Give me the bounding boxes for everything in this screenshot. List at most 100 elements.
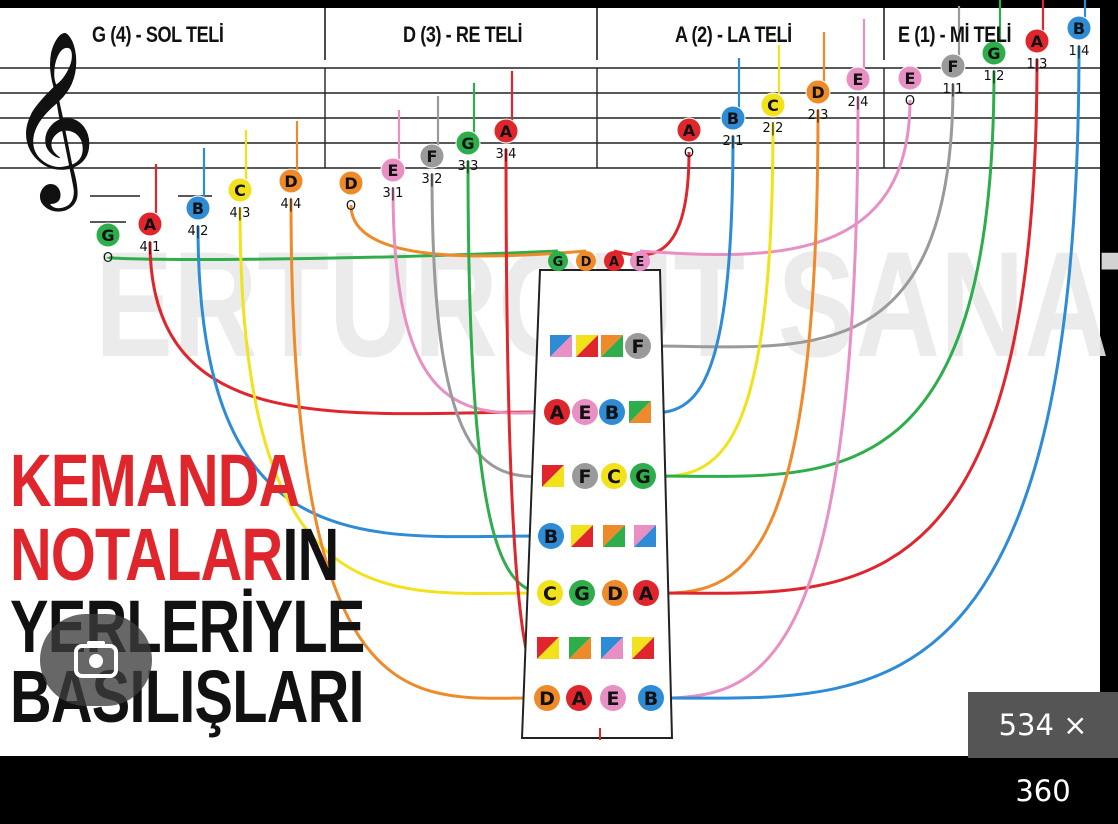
connection-line-e4 — [664, 45, 1081, 700]
fingerboard-note — [537, 580, 563, 606]
connection-line-g2 — [196, 225, 538, 539]
fingerboard-note — [601, 463, 627, 489]
finger-label: 1|1 — [943, 82, 964, 97]
finger-label: 3|4 — [496, 147, 517, 162]
connection-line-e2 — [656, 70, 996, 478]
fingerboard-note — [572, 399, 598, 425]
note-d1 — [380, 157, 406, 183]
fingerboard-note — [633, 580, 659, 606]
finger-label: O — [103, 251, 113, 266]
note-letter: A — [144, 215, 157, 234]
finger-label: O — [684, 146, 694, 161]
note-letter: B — [192, 199, 204, 218]
fingerboard-note — [625, 333, 651, 359]
note-e0 — [897, 65, 923, 91]
note-g0 — [95, 222, 121, 248]
fingerboard-note-letter: B — [605, 402, 619, 424]
fingerboard-note-letter: G — [635, 466, 651, 488]
fingerboard-mixed-square — [601, 335, 623, 357]
title-line-1: KEMANDA — [10, 439, 300, 522]
finger-label: 3|1 — [383, 186, 404, 201]
note-d2 — [419, 143, 445, 169]
note-letter: A — [500, 122, 513, 141]
fingerboard-note-letter: A — [550, 402, 565, 424]
fingerboard-note — [566, 685, 592, 711]
finger-label: 4|3 — [230, 206, 251, 221]
treble-clef-icon: 𝄞 — [8, 30, 97, 204]
connection-line-d0 — [349, 204, 587, 258]
fingerboard-note — [538, 523, 564, 549]
fingerboard-mixed-square — [550, 335, 572, 357]
finger-label: 4|1 — [140, 240, 161, 255]
finger-label: 4|4 — [281, 197, 302, 212]
note-a3 — [805, 79, 831, 105]
fingerboard-mixed-square — [537, 637, 559, 659]
fingerboard-note — [548, 251, 568, 271]
note-letter: E — [853, 70, 864, 89]
note-d3 — [455, 130, 481, 156]
finger-label: 3|2 — [422, 172, 443, 187]
note-letter: D — [344, 174, 357, 193]
note-letter: G — [987, 44, 1000, 63]
connection-line-e3 — [659, 58, 1039, 595]
fingerboard-mixed-square — [629, 401, 651, 423]
connection-line-a0 — [613, 151, 691, 257]
fingerboard-note-letter: D — [607, 583, 623, 605]
note-letter: E — [388, 161, 399, 180]
fingerboard — [520, 269, 674, 740]
finger-label: O — [346, 199, 356, 214]
connection-line-g4 — [289, 198, 534, 700]
note-e3 — [1024, 28, 1050, 54]
note-letter: A — [1031, 32, 1044, 51]
fingerboard-note — [569, 580, 595, 606]
fingerboard-note — [602, 580, 628, 606]
note-letter: E — [905, 69, 916, 88]
fingerboard-note-letter: E — [607, 688, 620, 710]
header-a-string: A (2) - LA TELİ — [675, 22, 792, 47]
finger-label: 3|3 — [458, 159, 479, 174]
note-letter: B — [1073, 19, 1085, 38]
note-letter: G — [101, 226, 114, 245]
fingerboard-note-letter: F — [579, 466, 592, 488]
staff — [0, 8, 1100, 223]
connection-line-g3 — [238, 207, 537, 595]
fingerboard-mixed-square — [571, 525, 593, 547]
note-letter: C — [234, 181, 246, 200]
fingerboard-mixed-square — [576, 335, 598, 357]
finger-label: 2|4 — [848, 95, 869, 110]
fingerboard-note — [638, 685, 664, 711]
title-line-2-red: NOTALAR — [10, 513, 283, 596]
fingerboard-note-letter: C — [543, 583, 557, 605]
lens-search-icon[interactable] — [40, 614, 152, 706]
note-letter: F — [948, 57, 959, 76]
fingerboard-note — [630, 251, 650, 271]
fingerboard-note-letter: A — [572, 688, 587, 710]
fingerboard-note-letter: E — [636, 255, 645, 270]
note-a1 — [720, 105, 746, 131]
fingerboard-mixed-square — [632, 637, 654, 659]
fingerboard-note-letter: D — [581, 255, 592, 270]
note-letter: G — [461, 134, 474, 153]
notes-layer: GOA4|1B4|2C4|3D4|4DOE3|1F3|2G3|3A3|4AOB2… — [0, 0, 1100, 740]
note-e2 — [981, 40, 1007, 66]
note-g3 — [227, 177, 253, 203]
note-letter: F — [427, 147, 438, 166]
note-letter: D — [811, 83, 824, 102]
fingerboard-note-letter: G — [574, 583, 590, 605]
title-line-2: NOTALARIN — [10, 518, 339, 592]
header-g-string: G (4) - SOL TELİ — [92, 22, 224, 47]
finger-label: 1|4 — [1069, 44, 1090, 59]
fingerboard-note-letter: A — [639, 583, 654, 605]
note-a4 — [845, 66, 871, 92]
finger-label: O — [905, 94, 915, 109]
note-e1 — [940, 53, 966, 79]
note-letter: D — [284, 172, 297, 191]
finger-label: 4|2 — [188, 224, 209, 239]
fingerboard-mixed-square — [601, 637, 623, 659]
fingerboard-note-letter: C — [607, 466, 621, 488]
note-g1 — [137, 211, 163, 237]
finger-label: 1|2 — [984, 69, 1005, 84]
image-size-badge[interactable]: 534 × 360 — [968, 692, 1118, 808]
note-d4 — [493, 118, 519, 144]
